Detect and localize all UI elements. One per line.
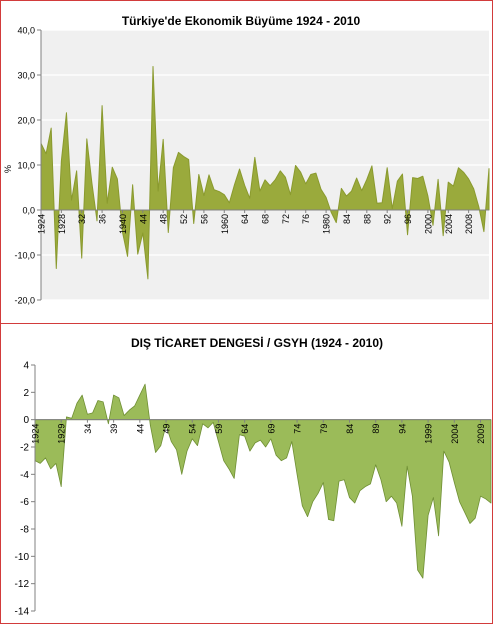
trade-y-tick-label: 2 (23, 388, 29, 399)
growth-chart-title: Türkiye'de Ekonomik Büyüme 1924 - 2010 (122, 14, 361, 28)
trade-y-tick-label: -2 (20, 443, 29, 454)
growth-x-tick-label: 64 (240, 214, 250, 224)
trade-x-tick-label: 94 (397, 424, 407, 434)
trade-x-tick-label: 74 (293, 424, 303, 434)
growth-x-tick-label: 32 (77, 214, 87, 224)
growth-x-tick-label: 52 (179, 214, 189, 224)
trade-x-tick-label: 34 (83, 424, 93, 434)
trade-x-tick-label: 1924 (31, 424, 41, 444)
growth-x-tick-label: 96 (403, 214, 413, 224)
growth-y-tick-label: 30,0 (17, 71, 35, 81)
growth-x-tick-label: 1928 (57, 214, 67, 234)
trade-y-tick-label: -8 (20, 525, 29, 536)
growth-x-tick-label: 1940 (118, 214, 128, 234)
trade-x-tick-label: 84 (345, 424, 355, 434)
trade-y-tick-label: 0 (23, 415, 29, 426)
growth-series-area (40, 65, 490, 280)
growth-chart-y-axis-label: % (3, 165, 13, 173)
trade-y-tick-label: -14 (15, 607, 30, 618)
trade-x-tick-label: 1929 (57, 424, 67, 444)
growth-x-tick-label: 1960 (220, 214, 230, 234)
growth-x-tick-label: 84 (342, 214, 352, 224)
growth-x-tick-label: 1924 (37, 214, 47, 234)
trade-x-tick-label: 69 (266, 424, 276, 434)
growth-x-tick-label: 2004 (444, 214, 454, 234)
growth-x-tick-label: 56 (199, 214, 209, 224)
growth-x-tick-label: 68 (261, 214, 271, 224)
trade-series-area (34, 383, 492, 579)
growth-y-tick-label: 10,0 (17, 161, 35, 171)
trade-x-tick-label: 54 (188, 424, 198, 434)
trade-x-tick-label: 49 (162, 424, 172, 434)
trade-x-tick-label: 59 (214, 424, 224, 434)
growth-x-tick-label: 72 (281, 214, 291, 224)
growth-x-tick-label: 1980 (322, 214, 332, 234)
growth-y-tick-label: 0,0 (22, 206, 35, 216)
growth-x-tick-label: 2008 (464, 214, 474, 234)
growth-y-tick-label: 40,0 (17, 26, 35, 36)
growth-x-tick-label: 44 (138, 214, 148, 224)
trade-x-tick-label: 1999 (424, 424, 434, 444)
trade-balance-chart: -14 -12 -10 -8 -6 -4 -2 0 2 4 1924 1929 34 39 44 49 54 59… (15, 335, 492, 618)
chart-divider (1, 323, 492, 324)
trade-x-tick-label: 2009 (476, 424, 486, 444)
growth-y-tick-label: -10,0 (14, 251, 35, 261)
growth-y-tick-label: 20,0 (17, 116, 35, 126)
growth-x-tick-label: 88 (362, 214, 372, 224)
trade-y-tick-label: -6 (20, 497, 29, 508)
growth-x-tick-label: 36 (98, 214, 108, 224)
growth-x-tick-label: 76 (301, 214, 311, 224)
growth-y-tick-label: -20,0 (14, 296, 35, 306)
trade-x-tick-label: 79 (319, 424, 329, 434)
trade-y-tick-label: -10 (15, 552, 30, 563)
growth-chart: -20,0 -10,0 0,0 10,0 20,0 30,0 40,0 1924 1928 32 3… (3, 14, 490, 306)
trade-x-tick-label: 39 (109, 424, 119, 434)
trade-y-tick-label: -12 (15, 579, 30, 590)
trade-y-tick-label: 4 (23, 361, 29, 372)
trade-y-tick-label: -4 (20, 470, 29, 481)
trade-x-tick-label: 64 (240, 424, 250, 434)
trade-x-tick-label: 89 (371, 424, 381, 434)
growth-x-tick-label: 92 (383, 214, 393, 224)
growth-x-tick-label: 48 (159, 214, 169, 224)
trade-x-tick-label: 44 (135, 424, 145, 434)
growth-x-tick-label: 2000 (423, 214, 433, 234)
trade-x-tick-label: 2004 (450, 424, 460, 444)
trade-balance-chart-title: DIŞ TİCARET DENGESİ / GSYH (1924 - 2010) (131, 335, 383, 350)
